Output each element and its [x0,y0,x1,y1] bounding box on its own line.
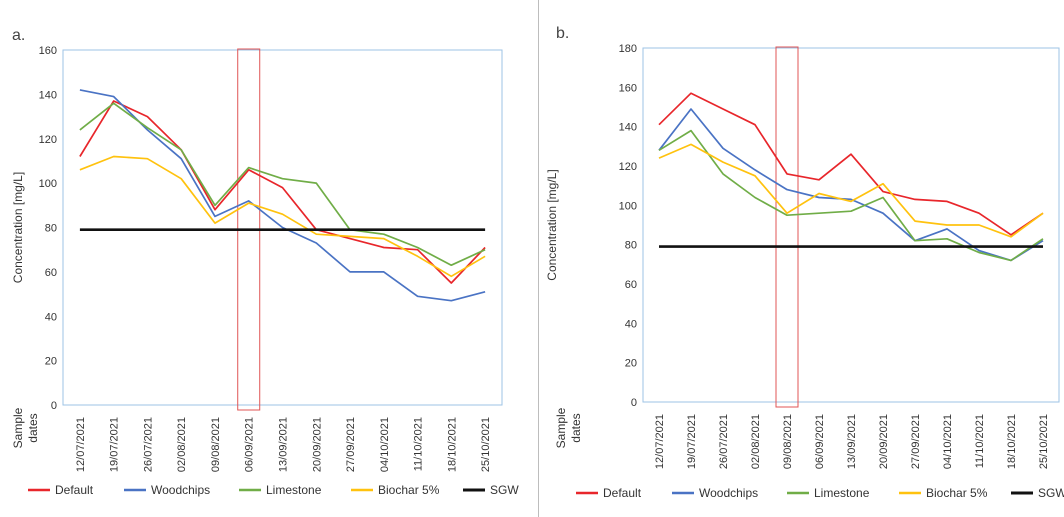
x-tick-label: 20/09/2021 [878,414,890,469]
y-tick-label: 140 [39,89,57,101]
x-tick-label: 27/09/2021 [345,417,357,472]
y-tick-label: 20 [45,356,57,368]
x-tick-label: 19/07/2021 [686,414,698,469]
x-tick-label: 26/07/2021 [718,414,730,469]
y-tick-label: 60 [625,279,637,291]
series-line-default [658,92,1044,236]
x-tick-label: 11/10/2021 [974,414,986,468]
x-tick-label: 12/07/2021 [654,414,666,469]
x-tick-label: 18/10/2021 [446,417,458,472]
legend-label-limestone: Limestone [814,486,870,500]
x-tick-label: 25/10/2021 [480,417,492,472]
legend-label-sgw: SGW [490,483,519,497]
x-tick-label: 06/09/2021 [814,414,826,469]
series-line-limestone [79,102,486,267]
y-tick-label: 0 [631,397,637,409]
x-tick-label: 09/08/2021 [210,417,222,472]
y-tick-label: 60 [45,267,57,279]
legend-label-woodchips: Woodchips [699,486,758,500]
x-tick-label: 12/07/2021 [75,417,87,472]
x-tick-label: 04/10/2021 [942,414,954,469]
x-tick-label: 09/08/2021 [782,414,794,469]
y-tick-label: 160 [39,45,57,57]
x-tick-label: 19/07/2021 [109,417,121,472]
panel-divider [538,0,539,517]
chart-panel-a: a. 0 20 40 60 80 100 120 140 160 Concentration [mg… [11,27,519,497]
x-tick-label: 02/08/2021 [176,417,188,472]
y-tick-label: 160 [619,82,637,94]
y-tick-label: 80 [625,240,637,252]
y-tick-label: 40 [625,318,637,330]
x-tick-label: 20/09/2021 [311,417,323,472]
x-tick-label: 11/10/2021 [413,417,425,471]
y-tick-label: 40 [45,311,57,323]
series-line-woodchips [658,108,1044,262]
y-tick-label: 120 [619,161,637,173]
series-line-limestone [658,129,1044,262]
legend-label-biochar-5: Biochar 5% [926,486,988,500]
x-axis-title: dates [569,413,583,442]
y-tick-label: 100 [39,178,57,190]
x-tick-label: 04/10/2021 [379,417,391,472]
legend-label-biochar-5: Biochar 5% [378,483,440,497]
series-line-woodchips [79,89,486,302]
y-tick-label: 80 [45,223,57,235]
plot-area [642,47,1060,403]
series-line-biochar-5 [658,143,1044,238]
y-tick-label: 120 [39,134,57,146]
x-tick-label: 13/09/2021 [846,414,858,469]
x-axis-title: Sample [11,407,25,448]
series-line-biochar-5 [79,155,486,278]
legend-label-limestone: Limestone [266,483,322,497]
x-tick-label: 06/09/2021 [244,417,256,472]
chart-panel-b: b. 0 20 40 60 80 100 120 140 160 180 Concentration … [545,25,1064,500]
panel-label: a. [12,27,25,44]
x-tick-label: 27/09/2021 [910,414,922,469]
legend-label-woodchips: Woodchips [151,483,210,497]
y-tick-label: 100 [619,200,637,212]
x-tick-label: 02/08/2021 [750,414,762,469]
x-tick-label: 13/09/2021 [278,417,290,472]
legend-label-default: Default [603,486,642,500]
highlight-box [775,46,799,408]
y-tick-label: 0 [51,400,57,412]
x-tick-label: 26/07/2021 [142,417,154,472]
y-axis-title: Concentration [mg/L] [545,169,559,280]
x-tick-label: 25/10/2021 [1038,414,1050,469]
y-tick-label: 180 [619,43,637,55]
series-line-default [79,100,486,284]
y-tick-label: 140 [619,122,637,134]
x-axis-title: Sample [554,407,568,448]
plot-area [62,49,503,406]
panel-label: b. [556,25,569,42]
legend-label-sgw: SGW [1038,486,1064,500]
x-axis-title: dates [26,413,40,442]
legend-label-default: Default [55,483,94,497]
y-tick-label: 20 [625,358,637,370]
x-tick-label: 18/10/2021 [1006,414,1018,469]
y-axis-title: Concentration [mg/L] [11,172,25,283]
